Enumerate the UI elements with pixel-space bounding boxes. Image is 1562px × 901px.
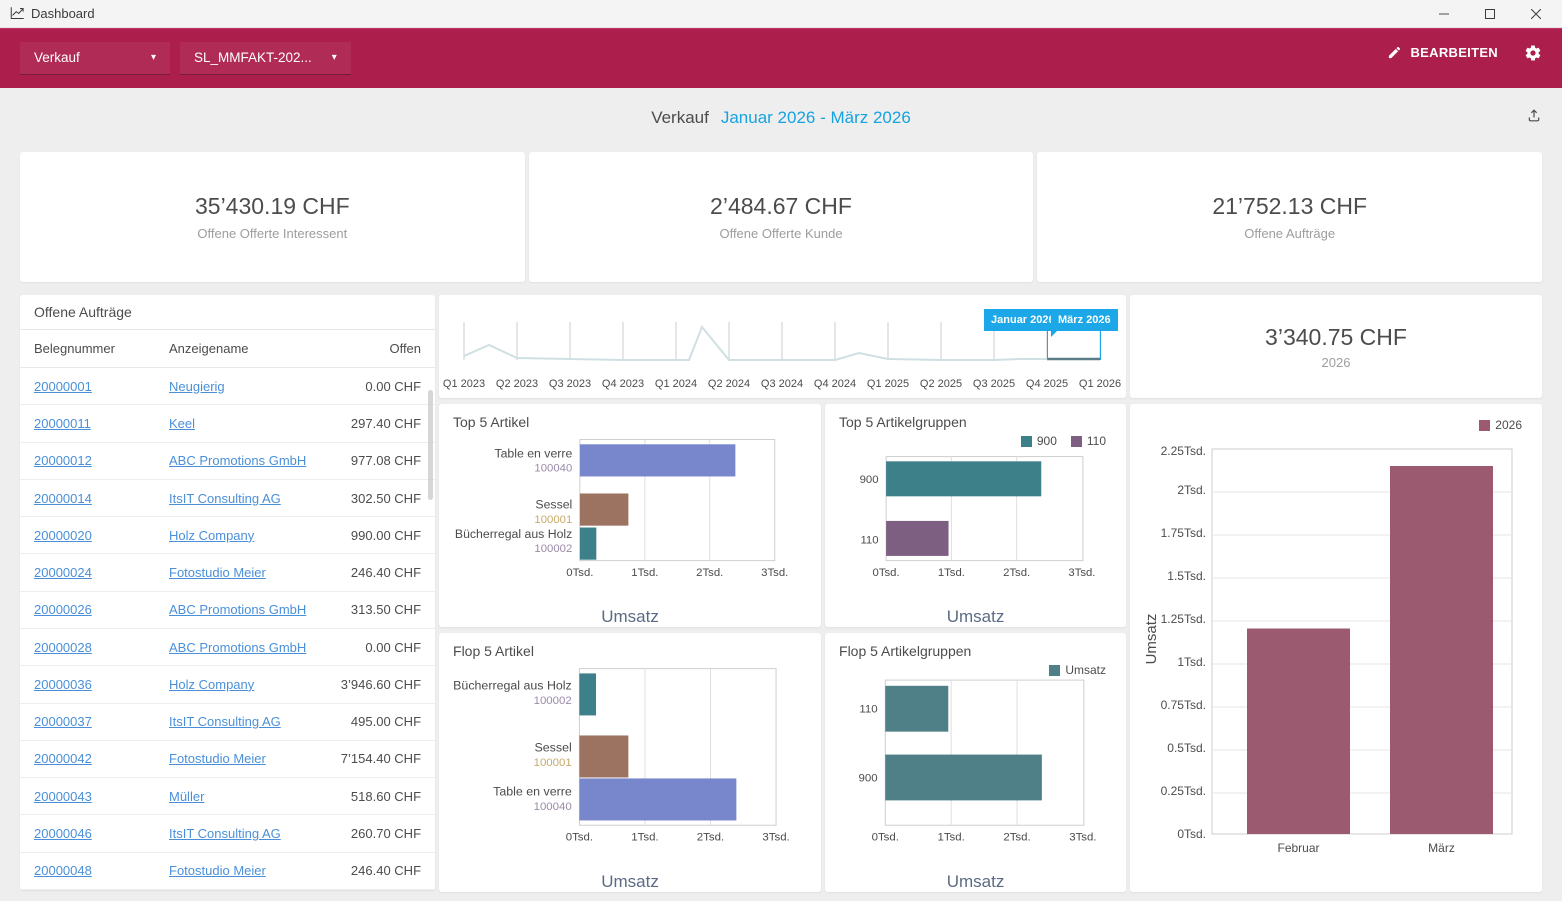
svg-text:100001: 100001 [534, 757, 572, 769]
svg-text:1.75Tsd.: 1.75Tsd. [1161, 526, 1206, 540]
svg-text:100001: 100001 [534, 514, 572, 526]
svg-text:900: 900 [860, 474, 879, 486]
svg-text:900: 900 [859, 772, 878, 784]
svg-text:0.5Tsd.: 0.5Tsd. [1167, 741, 1206, 755]
svg-text:100002: 100002 [534, 695, 572, 707]
svg-text:3Tsd.: 3Tsd. [1068, 567, 1095, 579]
svg-text:0Tsd.: 0Tsd. [873, 567, 900, 579]
svg-text:2Tsd.: 2Tsd. [1177, 483, 1206, 497]
svg-text:Umsatz: Umsatz [1144, 614, 1160, 665]
svg-text:1Tsd.: 1Tsd. [631, 567, 658, 579]
svg-text:100040: 100040 [534, 801, 572, 813]
svg-text:3Tsd.: 3Tsd. [761, 567, 788, 579]
svg-text:1Tsd.: 1Tsd. [1177, 655, 1206, 669]
svg-text:2Tsd.: 2Tsd. [696, 567, 723, 579]
svg-text:Bücherregal aus Holz: Bücherregal aus Holz [455, 527, 572, 541]
svg-text:0Tsd.: 0Tsd. [1177, 827, 1206, 841]
svg-text:Sessel: Sessel [535, 498, 572, 512]
svg-text:1.25Tsd.: 1.25Tsd. [1161, 612, 1206, 626]
svg-text:1Tsd.: 1Tsd. [937, 831, 964, 843]
svg-text:100040: 100040 [534, 463, 572, 475]
svg-text:Bücherregal aus Holz: Bücherregal aus Holz [453, 679, 572, 693]
svg-text:2Tsd.: 2Tsd. [697, 831, 724, 843]
svg-text:1Tsd.: 1Tsd. [631, 831, 658, 843]
svg-text:0Tsd.: 0Tsd. [566, 831, 593, 843]
svg-text:Sessel: Sessel [535, 741, 572, 755]
svg-text:1.5Tsd.: 1.5Tsd. [1167, 569, 1206, 583]
svg-text:1Tsd.: 1Tsd. [938, 567, 965, 579]
svg-text:0.25Tsd.: 0.25Tsd. [1161, 784, 1206, 798]
svg-text:0Tsd.: 0Tsd. [566, 567, 593, 579]
svg-text:3Tsd.: 3Tsd. [762, 831, 789, 843]
svg-text:110: 110 [860, 535, 878, 547]
svg-text:2Tsd.: 2Tsd. [1003, 831, 1030, 843]
svg-text:Table en verre: Table en verre [494, 447, 572, 461]
svg-text:0.75Tsd.: 0.75Tsd. [1161, 698, 1206, 712]
svg-text:2.25Tsd.: 2.25Tsd. [1161, 444, 1206, 458]
svg-text:0Tsd.: 0Tsd. [872, 831, 899, 843]
svg-text:2Tsd.: 2Tsd. [1003, 567, 1030, 579]
svg-text:100002: 100002 [534, 543, 572, 555]
svg-text:110: 110 [859, 704, 877, 716]
svg-text:März: März [1428, 841, 1455, 855]
svg-text:Februar: Februar [1278, 841, 1320, 855]
svg-text:Table en verre: Table en verre [493, 785, 572, 799]
svg-text:3Tsd.: 3Tsd. [1069, 831, 1096, 843]
